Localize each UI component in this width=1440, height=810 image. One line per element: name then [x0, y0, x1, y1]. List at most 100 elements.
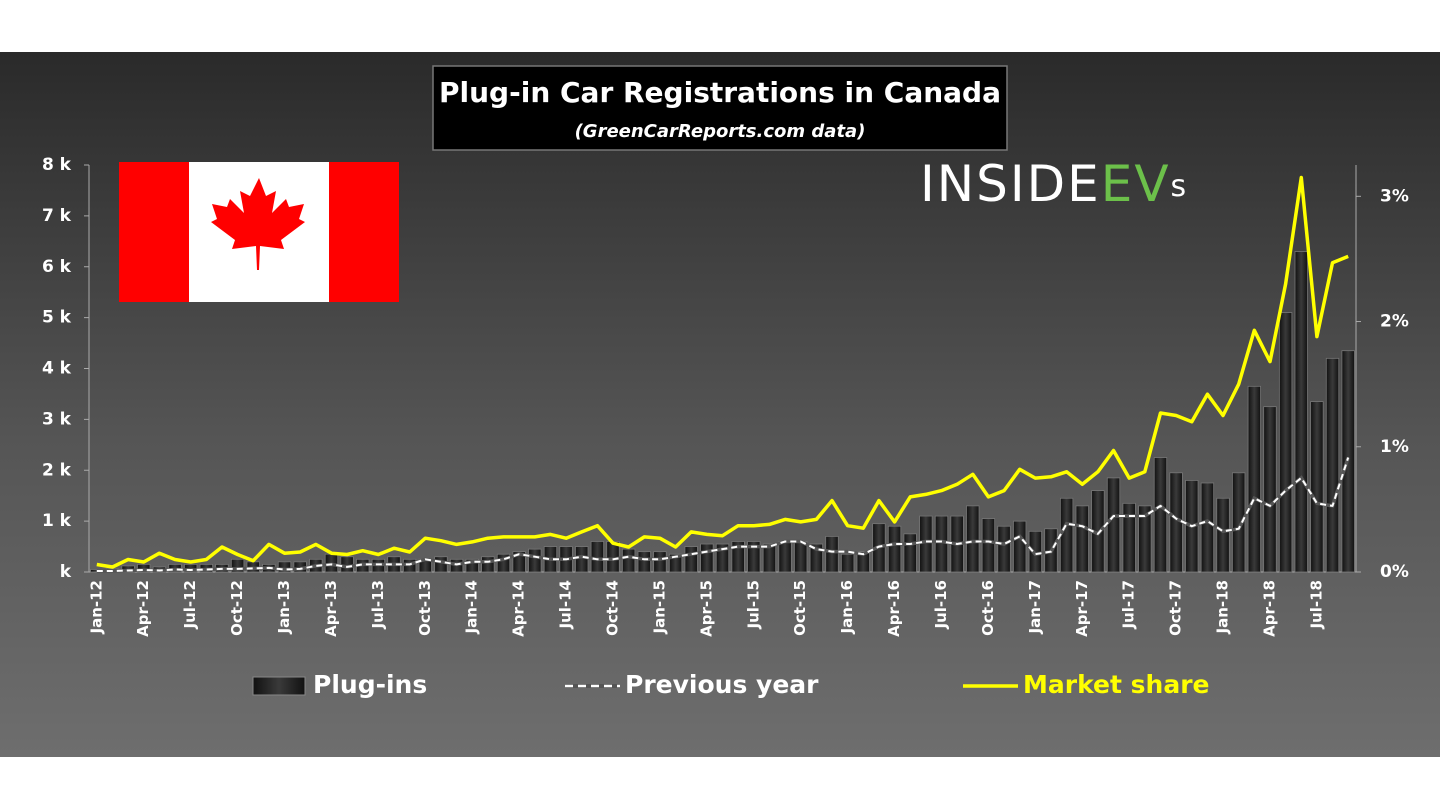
- bar: [1278, 312, 1293, 573]
- bar: [934, 515, 949, 573]
- y-tick-label: 5 k: [42, 308, 72, 328]
- bar: [137, 563, 151, 573]
- y-tick-label: 2 k: [42, 460, 72, 480]
- x-tick-label: Apr-13: [322, 580, 340, 637]
- bar: [277, 561, 292, 573]
- bar: [997, 525, 1011, 573]
- line: [96, 175, 1349, 569]
- bar: [1059, 497, 1074, 573]
- bar: [762, 543, 777, 573]
- bar: [903, 533, 917, 573]
- x-tick-label: Oct-13: [416, 580, 434, 636]
- bar: [1153, 457, 1168, 573]
- line: [96, 457, 1350, 572]
- bar: [731, 541, 745, 573]
- bar: [528, 548, 542, 573]
- bar: [637, 551, 651, 573]
- bar: [825, 535, 839, 573]
- bar: [1200, 482, 1215, 573]
- bar: [1075, 505, 1089, 573]
- bar: [590, 541, 605, 573]
- bar: [575, 546, 589, 573]
- x-tick-label: Jan-15: [650, 580, 668, 634]
- y-tick-label: 1 k: [42, 511, 72, 531]
- logo-part: EV: [1101, 155, 1171, 213]
- bar: [434, 556, 448, 573]
- x-tick-label: Oct-15: [791, 580, 809, 636]
- x-tick-label: Jan-12: [87, 580, 105, 634]
- y2-tick-label: 2%: [1380, 312, 1409, 332]
- bar: [1138, 505, 1152, 573]
- x-tick-label: Jul-18: [1307, 580, 1325, 630]
- x-tick-label: Jul-17: [1120, 580, 1138, 630]
- bar: [1232, 472, 1246, 573]
- x-tick-label: Jan-17: [1026, 580, 1044, 634]
- y-tick-label: 8 k: [42, 155, 72, 175]
- y2-tick-label: 1%: [1380, 437, 1409, 457]
- x-tick-label: Oct-14: [604, 580, 622, 636]
- bar: [919, 515, 933, 573]
- x-tick-label: Oct-17: [1167, 580, 1185, 636]
- x-tick-label: Apr-12: [134, 580, 152, 637]
- x-tick-label: Oct-16: [979, 580, 997, 636]
- x-tick-label: Jul-16: [932, 580, 950, 630]
- logo-part: s: [1171, 169, 1189, 204]
- y-tick-label: 7 k: [42, 206, 72, 226]
- x-tick-label: Jul-14: [557, 580, 575, 630]
- bar: [684, 546, 698, 573]
- canada-flag: [119, 162, 399, 302]
- bar: [1106, 477, 1121, 573]
- x-tick-label: Apr-17: [1073, 580, 1091, 637]
- bar: [653, 551, 667, 573]
- bar: [1325, 357, 1340, 573]
- chart-panel: [0, 52, 1440, 757]
- x-tick-label: Jan-14: [463, 580, 481, 634]
- bar: [700, 543, 714, 573]
- bar: [481, 556, 495, 573]
- bar: [621, 548, 636, 573]
- bar: [981, 518, 996, 573]
- y-tick-label: 4 k: [42, 359, 72, 379]
- y2-tick-label: 3%: [1380, 186, 1409, 206]
- bar: [1310, 401, 1324, 573]
- x-tick-label: Jan-18: [1214, 580, 1232, 634]
- bar: [1013, 520, 1027, 573]
- logo-part: INSIDE: [920, 155, 1101, 213]
- legend-swatch: [252, 676, 306, 696]
- bar: [966, 505, 980, 573]
- x-tick-label: Jul-15: [744, 580, 762, 630]
- x-tick-label: Apr-18: [1260, 580, 1278, 637]
- bar: [340, 556, 354, 573]
- bar: [778, 541, 792, 573]
- chart-subtitle: (GreenCarReports.com data): [575, 121, 866, 142]
- legend-label: Plug-ins: [313, 670, 427, 699]
- x-tick-label: Apr-15: [697, 580, 715, 637]
- title-box: [432, 65, 1008, 151]
- bar: [1216, 497, 1230, 573]
- y-tick-label: 6 k: [42, 257, 72, 277]
- y2-tick-label: 0%: [1380, 562, 1409, 582]
- x-tick-label: Apr-14: [510, 580, 528, 637]
- bar: [887, 525, 902, 573]
- x-tick-label: Apr-16: [885, 580, 903, 637]
- logo: INSIDEEVs: [920, 155, 1188, 213]
- bar: [840, 553, 855, 573]
- bar: [1294, 251, 1308, 573]
- legend-label: Market share: [1023, 670, 1209, 699]
- legend-label: Previous year: [625, 670, 819, 699]
- x-tick-label: Jul-12: [181, 580, 199, 630]
- bar: [1247, 385, 1261, 573]
- y-tick-label: 3 k: [42, 409, 72, 429]
- x-tick-label: Oct-12: [228, 580, 246, 636]
- bar: [1263, 406, 1277, 573]
- x-tick-label: Jul-13: [369, 580, 387, 630]
- x-tick-label: Jan-13: [275, 580, 293, 634]
- x-tick-label: Jan-16: [838, 580, 856, 634]
- chart-title: Plug-in Car Registrations in Canada: [439, 76, 1001, 109]
- bar: [794, 541, 808, 573]
- bar: [1122, 502, 1136, 573]
- bar: [747, 541, 761, 573]
- y-tick-label: k: [60, 562, 72, 582]
